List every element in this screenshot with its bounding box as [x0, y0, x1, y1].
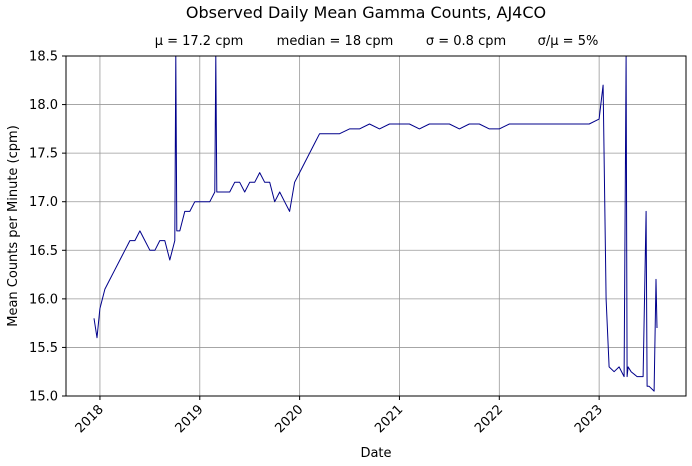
grid [66, 55, 686, 397]
stats-line: μ = 17.2 cpm median = 18 cpm σ = 0.8 cpm σ/… [155, 34, 599, 49]
x-axis: 2018 2019 2020 2021 2022 2023 [73, 396, 606, 436]
x-tick-label: 2018 [73, 402, 107, 436]
series-line [93, 55, 658, 392]
y-tick-label: 18.0 [29, 98, 58, 113]
chart-title: Observed Daily Mean Gamma Counts, AJ4CO [186, 3, 546, 22]
y-tick-label: 17.5 [29, 147, 58, 162]
y-tick-label: 16.5 [29, 244, 58, 259]
x-axis-label: Date [360, 446, 391, 461]
y-tick-label: 17.0 [29, 195, 58, 210]
stat-label: median = 18 cpm [277, 34, 394, 49]
x-tick-label: 2019 [173, 402, 207, 436]
y-tick-label: 18.5 [29, 50, 58, 65]
stat-label: σ/μ = 5% [538, 34, 599, 49]
x-tick-label: 2023 [572, 402, 606, 436]
stat-label: μ = 17.2 cpm [155, 34, 244, 49]
y-tick-label: 16.0 [29, 292, 58, 307]
x-tick-label: 2021 [372, 402, 406, 436]
stat-label: σ = 0.8 cpm [426, 34, 506, 49]
y-tick-label: 15.5 [29, 341, 58, 356]
y-tick-label: 15.0 [29, 390, 58, 405]
plot-frame [65, 55, 687, 397]
series-line-group [93, 55, 658, 392]
y-axis: 15.0 15.5 16.0 16.5 17.0 17.5 18.0 18.5 [29, 50, 66, 405]
y-axis-label: Mean Counts per Minute (cpm) [6, 125, 21, 327]
x-tick-label: 2022 [472, 402, 506, 436]
x-tick-label: 2020 [272, 402, 306, 436]
